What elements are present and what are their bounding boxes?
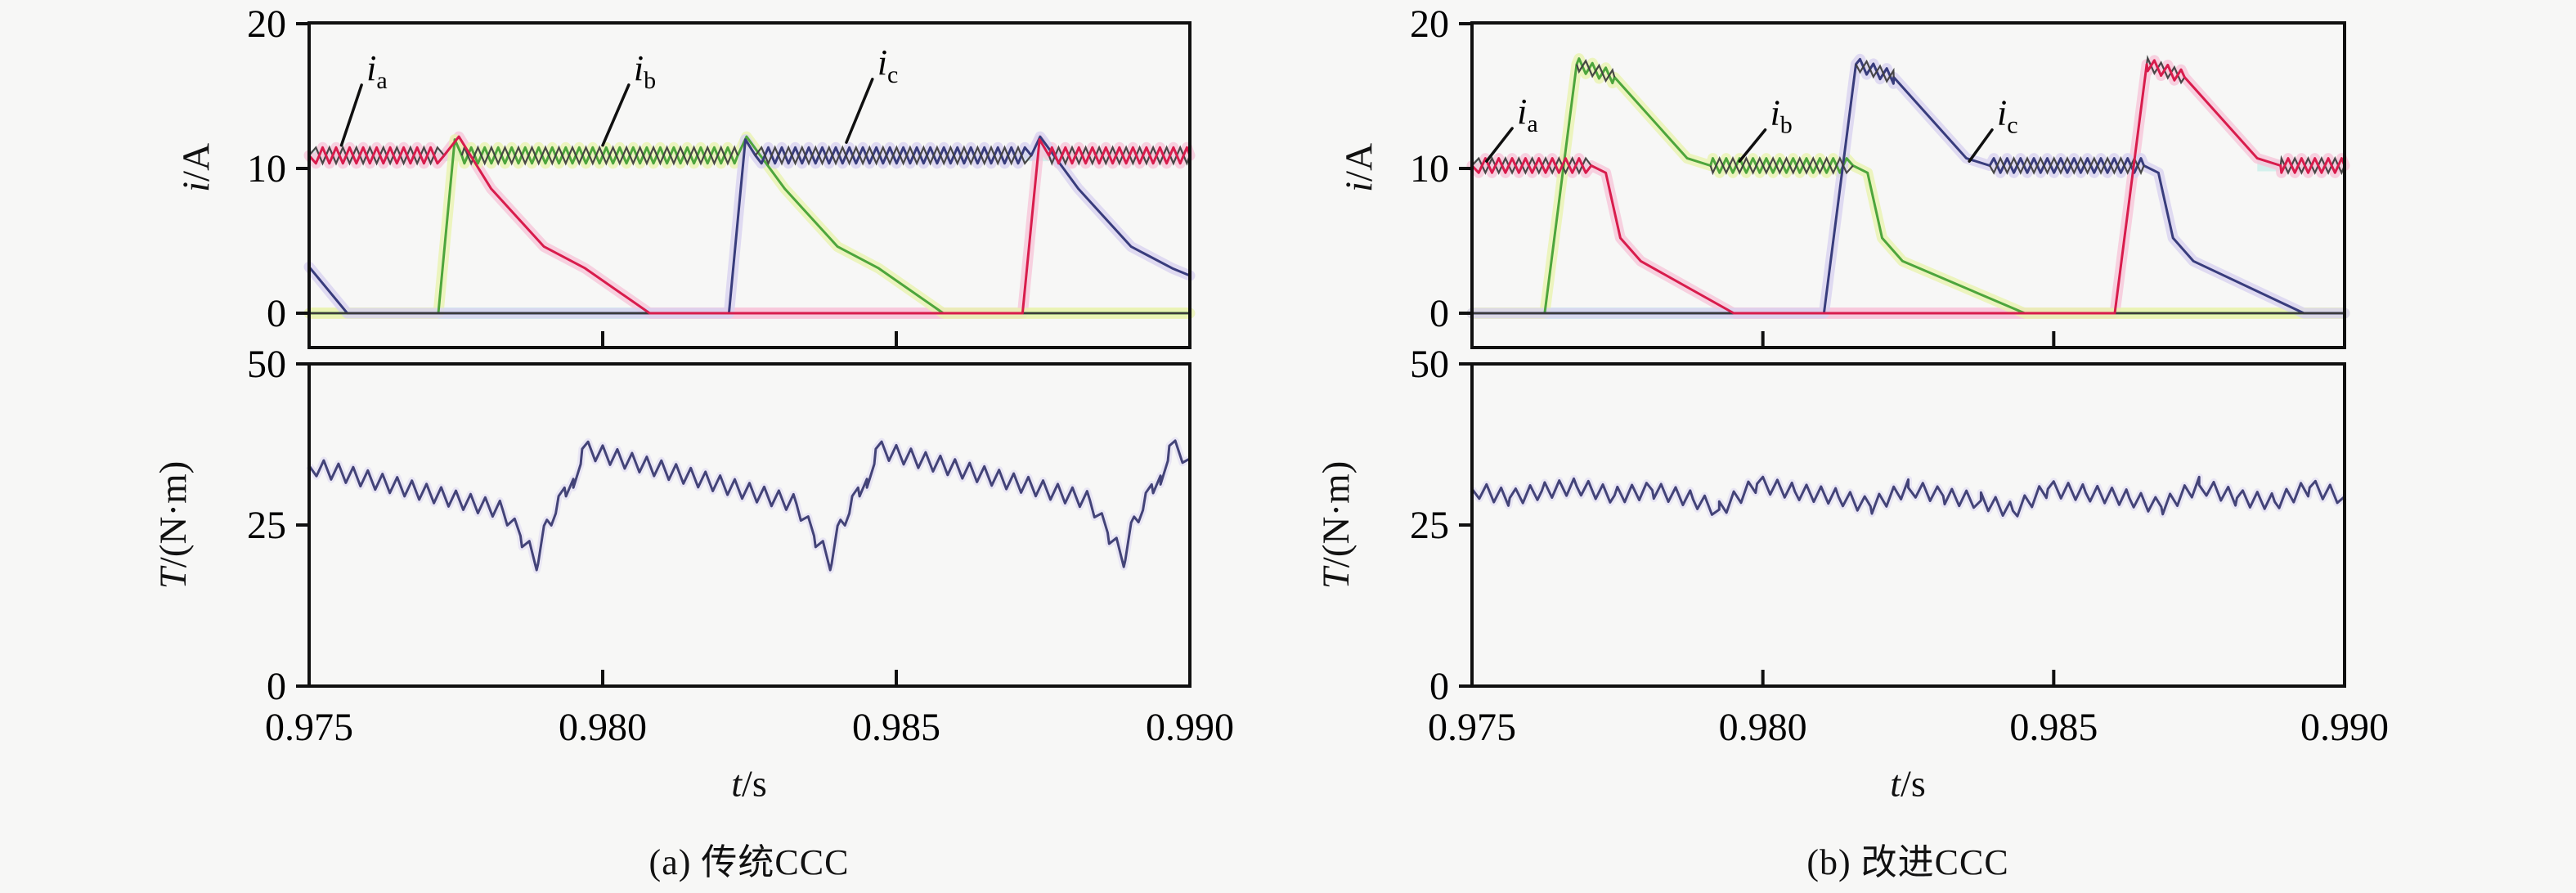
phase-label-ib: ib	[1770, 93, 1793, 139]
x-axis-label: t/s	[1890, 762, 1926, 805]
label-leader-ic	[845, 78, 874, 144]
torque-y-axis-label: T/(N·m)	[152, 460, 195, 590]
phase-twin-ic	[754, 145, 1032, 166]
x-tick-label: 0.980	[1719, 706, 1807, 749]
torque-plot-frame	[1470, 362, 2346, 688]
torque-y-tick-label: 50	[247, 343, 286, 386]
phase-halo-ic	[1466, 53, 2350, 319]
x-tick-label: 0.990	[2300, 706, 2389, 749]
torque-y-tick-label: 0	[1429, 665, 1449, 708]
label-leader-ic	[1968, 128, 1994, 163]
current-y-tick-label: 10	[247, 147, 286, 191]
current-plot-frame	[1470, 21, 2346, 349]
panel-a-caption: (a) 传统CCC	[648, 842, 850, 882]
torque-curve	[307, 439, 1191, 572]
current-plot-frame	[307, 21, 1192, 349]
torque-y-axis-label: T/(N·m)	[1315, 460, 1358, 590]
phase-curve-ic	[307, 135, 1191, 315]
torque-plot-frame	[307, 362, 1192, 688]
x-tick-label: 0.990	[1146, 706, 1234, 749]
x-tick-label: 0.985	[852, 706, 940, 749]
phase-twin-ib	[460, 145, 739, 166]
phase-twin-ic	[1855, 59, 1895, 83]
phase-twin-ia	[1048, 145, 1192, 166]
panel-a-chart: 0 10 20 ia ib ic 0 25 50 0.975 0.980 0.985 0.990	[247, 2, 1234, 749]
phase-twin-ib	[1575, 59, 1616, 83]
x-tick-label: 0.975	[265, 706, 353, 749]
current-y-axis-label: i/A	[175, 142, 218, 193]
phase-twin-ia	[1471, 155, 1592, 175]
torque-y-tick-label: 0	[267, 665, 286, 708]
label-leader-ib	[1738, 128, 1767, 163]
current-y-tick-label: 20	[1410, 2, 1449, 46]
x-tick-label: 0.975	[1428, 706, 1516, 749]
panel-b: 0 10 20 ia ib ic 0 25 50 0.975 0.980 0.985 0.990 i/A…	[1288, 0, 2576, 893]
phase-label-ia: ia	[366, 48, 388, 94]
panel-a: 0 10 20 ia ib ic 0 25 50 0.975 0.980 0.985 0.990 i/A…	[152, 2, 1234, 882]
phase-twin-ia	[308, 145, 445, 166]
torque-curve	[1470, 475, 2345, 518]
label-leader-ia	[1485, 127, 1514, 163]
torque-y-tick-label: 25	[1410, 504, 1449, 547]
current-y-tick-label: 20	[247, 2, 286, 46]
phase-label-ia: ia	[1517, 92, 1538, 137]
current-y-tick-label: 0	[1429, 292, 1449, 335]
label-leader-ib	[601, 83, 631, 147]
phase-label-ib: ib	[634, 48, 656, 94]
phase-label-ic: ic	[877, 43, 899, 88]
current-y-tick-label: 10	[1410, 147, 1449, 191]
phase-twin-ic	[1989, 155, 2145, 176]
torque-y-tick-label: 25	[247, 504, 286, 547]
current-y-tick-label: 0	[267, 292, 286, 335]
phase-curve-ic	[1472, 57, 2345, 315]
phase-curve-ia	[307, 135, 1192, 315]
phase-label-ic: ic	[1997, 93, 2018, 139]
x-axis-label: t/s	[731, 762, 767, 805]
x-tick-label: 0.980	[559, 706, 647, 749]
panel-b-chart: 0 10 20 ia ib ic 0 25 50 0.975 0.980 0.985 0.990	[1410, 2, 2389, 749]
torque-y-tick-label: 50	[1410, 343, 1449, 386]
phase-twin-ib	[1709, 155, 1854, 176]
label-leader-ia	[339, 83, 363, 147]
current-y-axis-label: i/A	[1338, 142, 1380, 193]
x-tick-label: 0.985	[2009, 706, 2098, 749]
torque-halo	[306, 437, 1192, 574]
panel-b-caption: (b) 改进CCC	[1806, 842, 2009, 882]
phase-curve-ia	[1470, 59, 2346, 315]
